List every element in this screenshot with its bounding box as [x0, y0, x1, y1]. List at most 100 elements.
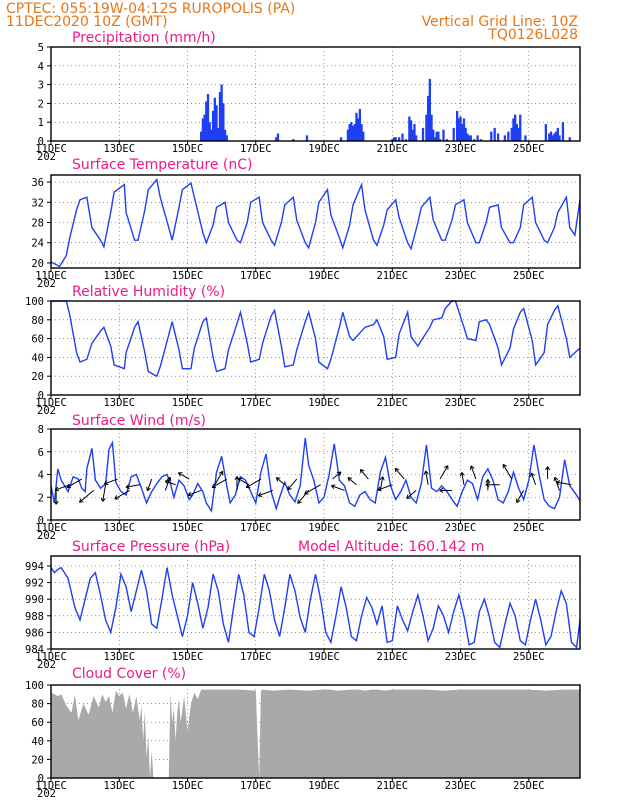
- wind-vector-head: [485, 479, 491, 484]
- wind-vector-head: [394, 467, 400, 473]
- cloud-ytick-label: 60: [31, 717, 44, 729]
- precip-bar: [348, 124, 351, 141]
- precip-bar: [208, 122, 211, 141]
- temp-xtick-label: 13DEC: [103, 270, 135, 282]
- cloud-frame: [50, 684, 581, 779]
- wind-vector-head: [79, 498, 84, 503]
- precip-bar: [217, 127, 220, 141]
- cloud-xtick-label: 23DEC: [445, 780, 477, 792]
- temp-xtick-label: 15DEC: [172, 270, 204, 282]
- precip-bar: [421, 127, 425, 141]
- temp-ytick-label: 20: [31, 258, 44, 270]
- rh-year-label: 202: [37, 405, 56, 417]
- wind-xtick-label: 11DEC: [35, 522, 67, 534]
- cloud-xtick-label: 25DEC: [513, 780, 545, 792]
- precip-bar: [476, 135, 479, 141]
- precip-bar: [568, 137, 571, 141]
- precip-frame: [50, 46, 581, 142]
- precip-bar: [360, 124, 363, 141]
- wind-vector: [530, 472, 537, 485]
- wind-vector: [439, 465, 449, 480]
- cloud-ytick-label: 20: [31, 754, 44, 766]
- pres-xtick-label: 19DEC: [308, 651, 340, 663]
- precip-bar: [457, 118, 460, 141]
- precip-bar: [442, 129, 445, 141]
- pres-ytick-label: 986: [25, 627, 44, 639]
- temp-title: Surface Temperature (nC): [72, 157, 253, 173]
- wind-vector: [406, 490, 417, 499]
- precip-bar: [490, 131, 493, 141]
- precip-bar: [433, 137, 437, 141]
- wind-xtick-label: 13DEC: [103, 522, 135, 534]
- wind-vector-head: [287, 485, 292, 491]
- wind-vector-head: [53, 500, 59, 505]
- precip-bar: [496, 133, 500, 141]
- precip-bar: [469, 135, 472, 141]
- precip-bar: [413, 124, 416, 141]
- wind-vector: [146, 478, 153, 491]
- pres-xtick-label: 11DEC: [35, 651, 67, 663]
- rh-xtick-label: 21DEC: [376, 397, 408, 409]
- wind-vector-head: [218, 470, 224, 476]
- pressure-title: Surface Pressure (hPa): [72, 539, 230, 555]
- temp-xtick-label: 23DEC: [445, 270, 477, 282]
- precip-bar: [514, 114, 517, 141]
- wind-vector-head: [104, 480, 109, 486]
- precip-bar: [519, 114, 522, 141]
- wind-ytick-label: 4: [38, 470, 44, 482]
- rh-ytick-label: 0: [38, 390, 44, 402]
- rh-xtick-label: 11DEC: [35, 397, 67, 409]
- model-altitude-label: Model Altitude: 160.142 m: [298, 539, 484, 555]
- header-run-time: 11DEC2020 10Z (GMT): [6, 14, 168, 30]
- wind-vector-head: [237, 477, 243, 483]
- rh-series-line: [51, 300, 581, 378]
- wind-vector-head: [459, 472, 465, 477]
- cloud-ytick-label: 100: [25, 680, 44, 692]
- wind-vector-head: [423, 470, 429, 475]
- precip-bar: [339, 137, 343, 141]
- wind-vector-head: [377, 486, 382, 492]
- rh-ytick-label: 80: [31, 315, 44, 327]
- precip-bar: [351, 125, 355, 141]
- wind-vector-head: [379, 476, 385, 481]
- temp-xtick-label: 11DEC: [35, 270, 67, 282]
- precip-bar: [394, 137, 397, 141]
- precip-bar: [404, 139, 408, 141]
- wind-vector: [359, 469, 369, 480]
- wind-vector: [287, 478, 298, 491]
- pres-ytick-label: 988: [25, 611, 44, 623]
- wind-xtick-label: 19DEC: [308, 522, 340, 534]
- precip-bar: [430, 114, 433, 141]
- precip-bar: [205, 101, 208, 141]
- wind-vector-head: [146, 486, 151, 492]
- wind-vector-head: [444, 465, 449, 470]
- pres-ytick-label: 992: [25, 578, 44, 590]
- cloud-xtick-label: 11DEC: [35, 780, 67, 792]
- precip-xtick-label: 21DEC: [376, 143, 408, 155]
- precip-bar: [428, 78, 431, 141]
- rh-xtick-label: 13DEC: [103, 397, 135, 409]
- precip-bar: [362, 131, 365, 141]
- precip-bar: [507, 131, 510, 141]
- temp-year-label: 202: [37, 278, 56, 290]
- wind-vector-head: [66, 483, 72, 489]
- precip-bar: [305, 135, 309, 141]
- precip-ytick-label: 3: [38, 80, 44, 92]
- precip-bar: [452, 127, 455, 141]
- wind-panel: 0 2 4 6 8 11DEC 13DEC 15DEC 17DEC 19DEC 21DEC 23DEC…: [35, 424, 581, 542]
- wind-vector: [55, 484, 70, 491]
- rh-ytick-label: 40: [31, 352, 44, 364]
- wind-vector-head: [469, 465, 475, 470]
- temp-xtick-label: 25DEC: [513, 270, 545, 282]
- wind-vector: [379, 476, 384, 491]
- cloud-panel: 0 20 40 60 80 100 11DEC 13DEC 15DEC 17DEC 19DEC 21D…: [25, 680, 581, 800]
- precip-bar: [275, 137, 278, 141]
- wind-vector: [178, 472, 190, 480]
- precip-bar: [409, 120, 413, 141]
- wind-vector-head: [275, 477, 281, 482]
- precip-bar: [411, 129, 414, 141]
- wind-vector-head: [347, 477, 353, 482]
- precip-bar: [524, 135, 527, 141]
- wind-xtick-label: 25DEC: [513, 522, 545, 534]
- wind-vector-head: [166, 476, 172, 482]
